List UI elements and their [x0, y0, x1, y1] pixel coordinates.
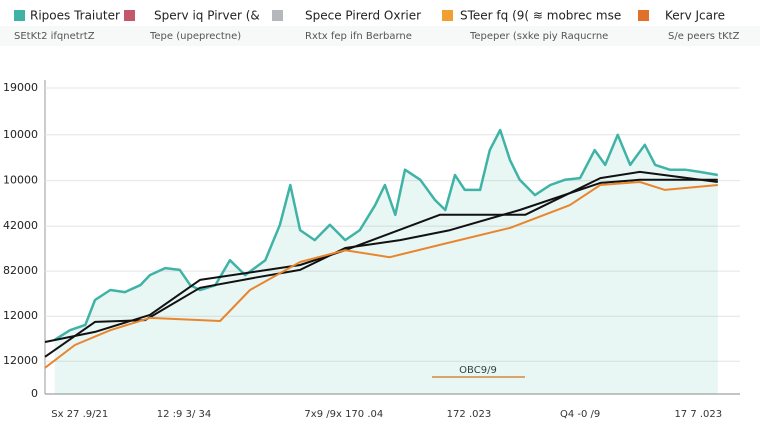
legend-band — [0, 26, 760, 46]
legend-swatch — [14, 10, 25, 21]
legend-note: Tepe (upeprectne) — [149, 31, 241, 42]
x-tick-label: 12 :9 3/ 34 — [157, 409, 211, 420]
legend-swatch — [272, 10, 283, 21]
y-tick-label: 82000 — [3, 264, 38, 277]
y-tick-label: 42000 — [3, 219, 38, 232]
legend-swatch — [638, 10, 649, 21]
y-tick-label: 10000 — [3, 174, 38, 187]
x-tick-label: 7x9 /9x 170 .04 — [304, 409, 383, 420]
legend-label: Spece Pirerd Oxrier — [305, 9, 421, 23]
line — [54, 128, 719, 341]
annotation: OBC9/9 — [459, 365, 497, 376]
legend-note: Tepeper (sxke piy Raqucrne — [469, 31, 608, 42]
y-tick-label: 12000 — [3, 309, 38, 322]
y-tick-label: 10000 — [3, 128, 38, 141]
y-tick-label: 12000 — [3, 354, 38, 367]
legend-label: Sperv iq Pirver (& — [154, 9, 260, 23]
area — [54, 130, 718, 394]
x-tick-label: 17 7 .023 — [674, 409, 722, 420]
legend-label: Ripoes Traiuter — [30, 9, 120, 23]
y-tick-label: 19000 — [3, 81, 38, 94]
legend-note: Rxtx fep ifn Berbarne — [305, 31, 412, 42]
x-tick-label: 172 .023 — [447, 409, 492, 420]
legend-note: S/e peers tKtZ — [668, 31, 740, 42]
x-tick-label: Sx 27 .9/21 — [51, 409, 108, 420]
legend-swatch — [442, 10, 453, 21]
legend-label: Kerv Jcare — [665, 9, 725, 23]
legend-note: SEtKt2 ifqnetrtZ — [14, 31, 95, 42]
y-tick-label: 0 — [31, 387, 38, 400]
legend-label: STeer fq (9( ≋ mobrec mse — [460, 9, 621, 23]
line — [44, 181, 718, 369]
x-tick-label: Q4 -0 /9 — [560, 409, 600, 420]
legend-swatch — [124, 10, 135, 21]
